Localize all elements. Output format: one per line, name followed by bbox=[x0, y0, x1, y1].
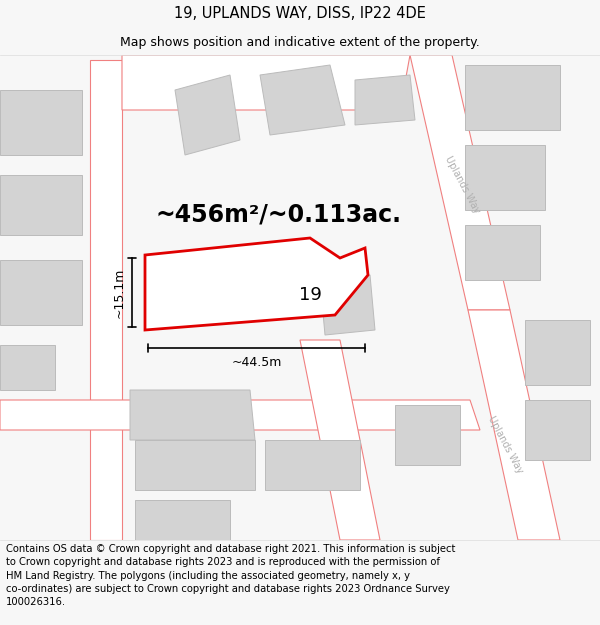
Text: 19: 19 bbox=[299, 286, 322, 304]
Polygon shape bbox=[0, 90, 82, 155]
Polygon shape bbox=[0, 175, 82, 235]
Polygon shape bbox=[265, 440, 360, 490]
Text: Uplands Way: Uplands Way bbox=[443, 154, 481, 216]
Text: ~44.5m: ~44.5m bbox=[232, 356, 281, 369]
Text: Contains OS data © Crown copyright and database right 2021. This information is : Contains OS data © Crown copyright and d… bbox=[6, 544, 455, 607]
Text: Uplands Way: Uplands Way bbox=[485, 414, 524, 476]
Polygon shape bbox=[0, 345, 55, 390]
Polygon shape bbox=[465, 65, 560, 130]
Polygon shape bbox=[525, 400, 590, 460]
Polygon shape bbox=[465, 145, 545, 210]
Polygon shape bbox=[260, 65, 345, 135]
Polygon shape bbox=[468, 310, 560, 540]
Polygon shape bbox=[395, 405, 460, 465]
Polygon shape bbox=[320, 275, 375, 335]
Polygon shape bbox=[355, 75, 415, 125]
Polygon shape bbox=[135, 500, 230, 540]
Polygon shape bbox=[130, 390, 255, 440]
Polygon shape bbox=[135, 440, 255, 490]
Polygon shape bbox=[0, 260, 82, 325]
Text: ~456m²/~0.113ac.: ~456m²/~0.113ac. bbox=[155, 203, 401, 227]
Polygon shape bbox=[175, 75, 240, 155]
Polygon shape bbox=[525, 320, 590, 385]
Polygon shape bbox=[410, 55, 510, 310]
Polygon shape bbox=[90, 60, 122, 540]
Text: 19, UPLANDS WAY, DISS, IP22 4DE: 19, UPLANDS WAY, DISS, IP22 4DE bbox=[174, 6, 426, 21]
Text: Map shows position and indicative extent of the property.: Map shows position and indicative extent… bbox=[120, 36, 480, 49]
Polygon shape bbox=[145, 238, 368, 330]
Text: ~15.1m: ~15.1m bbox=[113, 268, 126, 318]
Polygon shape bbox=[122, 55, 410, 110]
Polygon shape bbox=[0, 400, 480, 430]
Polygon shape bbox=[465, 225, 540, 280]
Polygon shape bbox=[300, 340, 380, 540]
